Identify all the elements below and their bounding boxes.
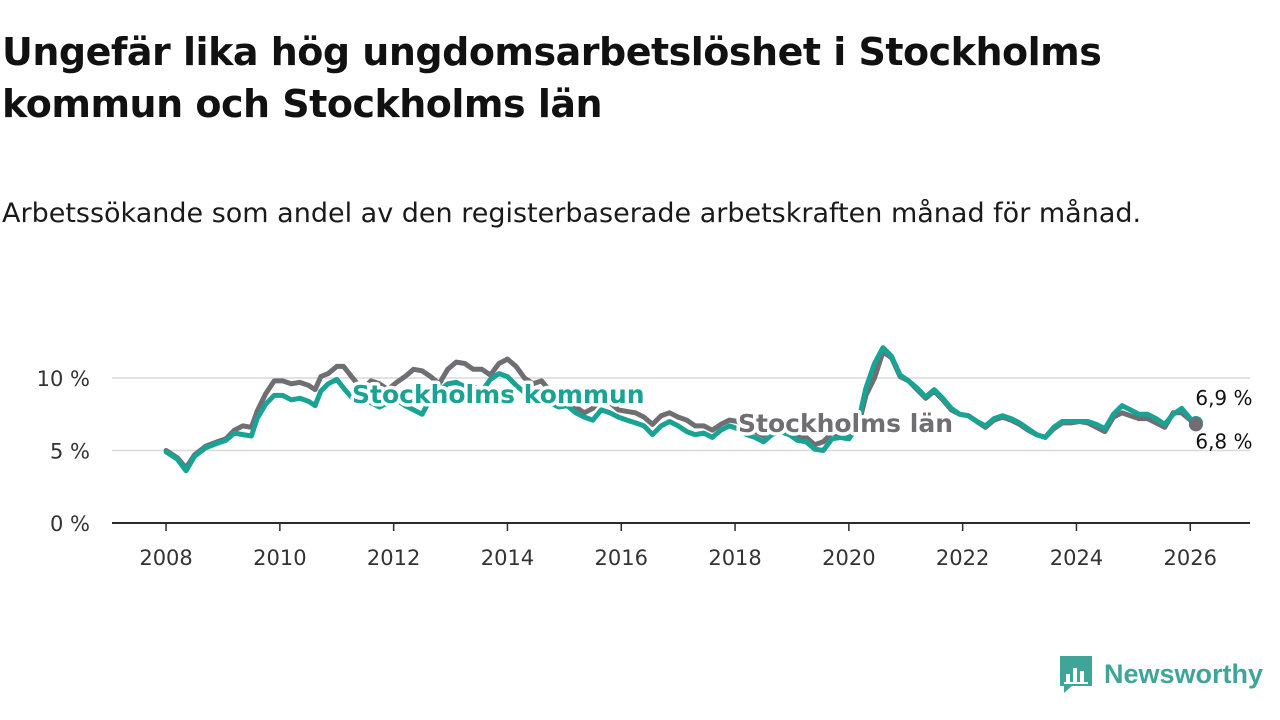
x-tick-label: 2024 [1050, 546, 1103, 570]
x-tick-label: 2022 [936, 546, 989, 570]
x-tick-label: 2008 [139, 546, 192, 570]
series-label-halo: Stockholms kommun [352, 380, 645, 409]
series-lines [163, 345, 1199, 474]
gridlines [112, 377, 1250, 452]
end-value-label: 6,9 % [1195, 386, 1252, 410]
x-tick-label: 2020 [822, 546, 875, 570]
x-tick-label: 2014 [481, 546, 534, 570]
y-axis-tick-labels: 0 % 5 % 10 % [37, 367, 90, 536]
y-tick-label: 0 % [50, 512, 90, 536]
x-tick-label: 2012 [367, 546, 420, 570]
y-tick-label: 10 % [37, 367, 90, 391]
series-end-point [1188, 417, 1203, 432]
chart-title: Ungefär lika hög ungdomsarbetslöshet i S… [2, 30, 1102, 126]
brand-name: Newsworthy [1104, 658, 1264, 689]
series-line-stockholms-kommun [163, 345, 1199, 474]
newsworthy-logo: Newsworthy [1058, 654, 1263, 694]
y-tick-label: 5 % [50, 440, 90, 464]
bar-chart-speech-bubble-icon [1060, 656, 1092, 693]
series-label: Stockholms kommun [352, 380, 645, 409]
chart-subtitle: Arbetssökande som andel av den registerb… [2, 198, 1142, 229]
x-tick-label: 2016 [595, 546, 648, 570]
x-tick-label: 2026 [1164, 546, 1217, 570]
series-label-halo: Stockholms län [738, 409, 953, 438]
x-axis: 2008 2010 2012 2014 2016 2018 2020 2022 2024 2026 [112, 522, 1250, 570]
x-tick-label: 2018 [708, 546, 761, 570]
end-value-label: 6,8 % [1195, 429, 1252, 453]
x-tick-label: 2010 [253, 546, 306, 570]
series-label: Stockholms län [738, 409, 953, 438]
